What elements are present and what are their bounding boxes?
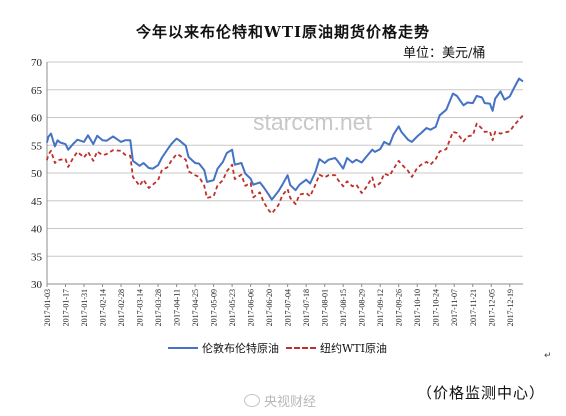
x-tick-label: 2017-02-28 bbox=[117, 289, 126, 326]
x-tick-label: 2017-11-07 bbox=[450, 289, 459, 326]
legend-swatch-brent bbox=[168, 347, 198, 349]
y-tick-label: 30 bbox=[31, 279, 43, 291]
x-tick-label: 2017-06-20 bbox=[265, 289, 274, 326]
x-tick-label: 2017-04-11 bbox=[173, 289, 182, 326]
x-tick-label: 2017-05-23 bbox=[228, 289, 237, 326]
y-tick-label: 70 bbox=[31, 57, 43, 69]
grid-lines bbox=[47, 61, 523, 257]
chart-title: 今年以来布伦特和WTI原油期货价格走势 bbox=[135, 23, 431, 41]
x-tick-label: 2017-12-05 bbox=[487, 289, 496, 326]
legend-item-wti: 纽约WTI原油 bbox=[286, 340, 387, 356]
y-tick-label: 45 bbox=[31, 196, 43, 208]
x-tick-label: 2017-01-31 bbox=[80, 289, 89, 326]
x-tick-label: 2017-03-28 bbox=[154, 289, 163, 326]
y-tick-label: 50 bbox=[31, 168, 43, 180]
x-tick-label: 2017-07-18 bbox=[302, 289, 311, 326]
weibo-icon bbox=[244, 394, 260, 407]
y-tick-label: 55 bbox=[31, 140, 43, 152]
series-lines bbox=[46, 77, 524, 215]
x-tick-labels: 2017-01-03 2017-01-17 2017-01-31 2017-02-14… bbox=[43, 289, 515, 326]
x-tick-label: 2017-07-04 bbox=[284, 289, 293, 326]
corner-logo: 央视财经 bbox=[244, 391, 316, 410]
unit-label: 单位：美元/桶 bbox=[403, 46, 486, 61]
legend-label-brent: 伦敦布伦特原油 bbox=[202, 342, 279, 355]
legend-item-brent: 伦敦布伦特原油 bbox=[168, 340, 279, 356]
legend: 伦敦布伦特原油 纽约WTI原油 bbox=[0, 340, 566, 356]
x-tick-label: 2017-08-01 bbox=[321, 289, 330, 326]
source-note: （价格监测中心） bbox=[417, 384, 546, 402]
x-tick-label: 2017-08-15 bbox=[339, 289, 348, 326]
axes bbox=[46, 62, 523, 287]
x-tick-label: 2017-03-14 bbox=[136, 289, 145, 326]
x-tick-label: 2017-09-26 bbox=[395, 289, 404, 326]
x-tick-label: 2017-12-19 bbox=[506, 289, 515, 326]
legend-label-wti: 纽约WTI原油 bbox=[320, 342, 387, 355]
legend-swatch-wti bbox=[286, 347, 316, 349]
x-tick-label: 2017-01-17 bbox=[62, 289, 71, 326]
y-tick-label: 60 bbox=[31, 113, 43, 125]
x-tick-label: 2017-11-21 bbox=[469, 289, 478, 326]
x-tick-label: 2017-10-10 bbox=[413, 289, 422, 326]
return-arrow-icon: ↵ bbox=[544, 351, 552, 361]
brent-price-line bbox=[46, 77, 524, 201]
x-tick-label: 2017-10-24 bbox=[432, 289, 441, 326]
x-tick-label: 2017-01-03 bbox=[43, 289, 52, 326]
y-tick-label: 35 bbox=[31, 251, 43, 263]
x-tick-label: 2017-09-12 bbox=[376, 289, 385, 326]
corner-logo-text: 央视财经 bbox=[264, 395, 317, 410]
x-tick-label: 2017-08-29 bbox=[358, 289, 367, 326]
x-tick-label: 2017-02-14 bbox=[99, 289, 108, 326]
x-tick-label: 2017-06-06 bbox=[247, 289, 256, 326]
x-tick-label: 2017-05-09 bbox=[210, 289, 219, 326]
x-tick-label: 2017-04-25 bbox=[191, 289, 200, 326]
y-tick-labels: 30 35 40 45 50 55 60 65 70 bbox=[31, 57, 43, 291]
watermark-text: starccm.net bbox=[253, 109, 372, 135]
y-tick-label: 40 bbox=[31, 224, 43, 236]
y-tick-label: 65 bbox=[31, 85, 43, 97]
